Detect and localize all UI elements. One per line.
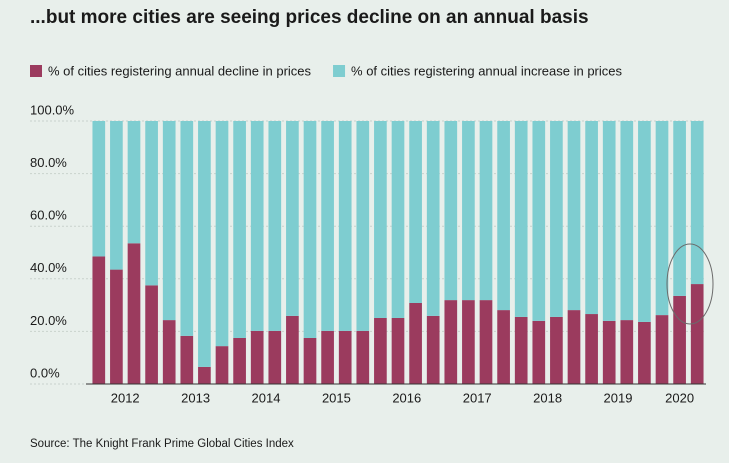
highlight-ellipse [666, 243, 714, 325]
bar-segment [92, 256, 106, 384]
bar-segment [162, 320, 176, 384]
bar-segment [391, 121, 405, 318]
bar-segment [620, 320, 634, 384]
bar-segment [215, 121, 229, 347]
bar-segment [426, 315, 440, 384]
y-tick-label: 20.0% [30, 313, 67, 328]
bar-segment [321, 330, 334, 384]
bar-segment [409, 121, 422, 303]
bar-segment [250, 121, 264, 331]
bar-segment [286, 315, 299, 384]
y-tick-label: 100.0% [30, 102, 75, 117]
bar-segment [479, 121, 493, 301]
bar-segment [303, 337, 317, 384]
bar-segment [110, 269, 123, 384]
bar-segment [110, 121, 123, 270]
bar-segment [338, 330, 352, 384]
bar-segment [462, 121, 475, 301]
bar-segment [356, 330, 370, 384]
bar-segment [162, 121, 176, 321]
bar-segment [585, 314, 598, 384]
bar-segment [479, 300, 493, 384]
chart-title: ...but more cities are seeing prices dec… [30, 7, 589, 28]
bar-segment [673, 295, 686, 384]
bar-segment [286, 121, 299, 316]
x-tick-label: 2012 [111, 390, 140, 405]
legend-swatch [333, 65, 346, 77]
bar-segment [690, 284, 704, 384]
bar-segment [180, 335, 194, 384]
bar-segment [497, 310, 510, 384]
bar-segment [233, 121, 246, 338]
bar-segment [268, 330, 282, 384]
bar-segment [145, 285, 158, 384]
bar-segment [655, 121, 669, 316]
bar-segment [532, 121, 546, 321]
bar-segment [602, 320, 616, 384]
bar-segment [374, 121, 387, 318]
bar-segment [233, 337, 246, 384]
bar-segment [444, 121, 458, 301]
bar-segment [567, 310, 581, 384]
bar-segment [374, 317, 387, 384]
bar-segment [444, 300, 458, 384]
x-tick-label: 2014 [252, 390, 281, 405]
bar-segment [638, 121, 651, 322]
bar-segment [356, 121, 370, 331]
bar-segment [426, 121, 440, 316]
x-tick-label: 2020 [665, 390, 694, 405]
x-tick-label: 2018 [533, 390, 562, 405]
bar-segment [497, 121, 510, 311]
bar-segment [321, 121, 334, 331]
source: Source: The Knight Frank Prime Global Ci… [30, 438, 294, 450]
bar-segment [215, 346, 229, 384]
bar-segment [514, 316, 528, 384]
y-tick-label: 0.0% [30, 365, 60, 380]
legend-label: % of cities registering annual decline i… [48, 63, 312, 78]
bar-segment [198, 366, 211, 384]
x-tick-label: 2017 [463, 390, 492, 405]
bar-segment [338, 121, 352, 331]
bar-segment [655, 315, 669, 384]
bar-segment [514, 121, 528, 317]
bar-segment [550, 316, 563, 384]
x-tick-label: 2013 [181, 390, 210, 405]
y-tick-label: 40.0% [30, 260, 67, 275]
bar-segment [127, 243, 141, 384]
legend-label: % of cities registering annual increase … [351, 63, 622, 78]
bar-segment [180, 121, 194, 336]
x-tick-label: 2015 [322, 390, 351, 405]
bar-segment [567, 121, 581, 311]
x-tick-label: 2019 [604, 390, 633, 405]
x-tick-label: 2016 [392, 390, 421, 405]
bar-segment [250, 330, 264, 384]
bar-segment [391, 317, 405, 384]
bar-segment [198, 121, 211, 367]
bar-segment [638, 321, 651, 384]
bar-segment [673, 121, 686, 296]
y-tick-label: 80.0% [30, 155, 67, 170]
bar-segment [690, 121, 704, 285]
bar-segment [92, 121, 106, 257]
bar-segment [602, 121, 616, 321]
bar-segment [409, 302, 422, 384]
bar-segment [268, 121, 282, 331]
bar-segment [303, 121, 317, 338]
bar-segment [127, 121, 141, 244]
bar-segment [550, 121, 563, 317]
bar-segment [145, 121, 158, 286]
legend-swatch [30, 65, 42, 77]
bar-segment [585, 121, 598, 315]
bar-segment [462, 300, 475, 384]
bar-segment [532, 320, 546, 384]
bar-segment [620, 121, 634, 321]
y-tick-label: 60.0% [30, 208, 67, 223]
